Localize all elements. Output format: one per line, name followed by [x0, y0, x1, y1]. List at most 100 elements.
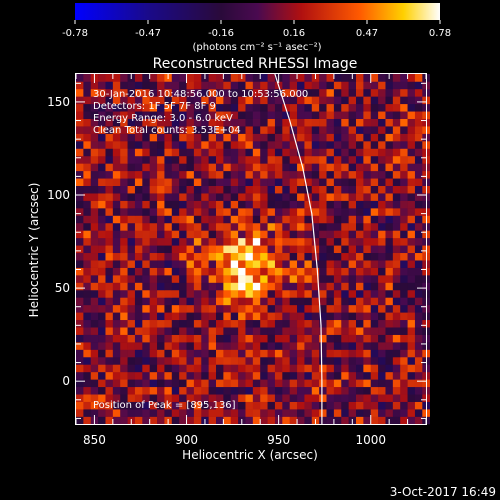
heatmap-cell: [260, 237, 268, 246]
heatmap-cell: [414, 185, 423, 194]
heatmap-cell: [134, 208, 143, 216]
heatmap-cell: [245, 401, 254, 410]
heatmap-cell: [208, 230, 217, 239]
heatmap-cell: [149, 148, 158, 157]
heatmap-cell: [201, 118, 209, 127]
heatmap-cell: [142, 193, 150, 201]
heatmap-cell: [297, 282, 305, 291]
heatmap-cell: [186, 275, 195, 283]
heatmap-cell: [385, 230, 394, 239]
heatmap-cell: [142, 208, 150, 216]
heatmap-cell: [297, 126, 305, 134]
heatmap-cell: [98, 416, 106, 425]
heatmap-cell: [304, 260, 313, 268]
heatmap-cell: [407, 282, 416, 291]
heatmap-cell: [326, 222, 335, 231]
heatmap-cell: [149, 222, 158, 231]
heatmap-cell: [289, 88, 298, 97]
heatmap-cell: [90, 394, 99, 402]
heatmap-cell: [356, 416, 364, 425]
heatmap-cell: [326, 379, 335, 388]
heatmap-cell: [157, 222, 165, 231]
heatmap-cell: [363, 237, 372, 246]
heatmap-cell: [407, 371, 416, 380]
heatmap-cell: [304, 252, 313, 261]
info-line-energy: Energy Range: 3.0 - 6.0 keV: [93, 113, 233, 124]
heatmap-cell: [341, 289, 349, 298]
heatmap-cell: [289, 289, 298, 298]
heatmap-cell: [164, 371, 173, 380]
heatmap-cell: [149, 245, 158, 254]
heatmap-cell: [186, 267, 195, 276]
heatmap-cell: [297, 193, 305, 201]
heatmap-cell: [186, 96, 195, 105]
heatmap-cell: [356, 88, 364, 97]
heatmap-cell: [171, 289, 180, 298]
heatmap-cell: [414, 364, 423, 373]
heatmap-cell: [193, 334, 202, 343]
heatmap-cell: [186, 386, 195, 395]
heatmap-cell: [90, 319, 99, 328]
heatmap-cell: [333, 118, 342, 127]
heatmap-cell: [127, 141, 136, 149]
heatmap-cell: [134, 96, 143, 105]
heatmap-cell: [83, 275, 92, 283]
heatmap-cell: [282, 289, 290, 298]
heatmap-cell: [98, 386, 106, 395]
heatmap-cell: [370, 148, 379, 157]
heatmap-cell: [149, 237, 158, 246]
heatmap-cell: [400, 170, 408, 179]
heatmap-cell: [319, 319, 327, 328]
heatmap-cell: [282, 185, 290, 194]
heatmap-cell: [171, 416, 180, 425]
heatmap-cell: [414, 88, 423, 97]
heatmap-cell: [193, 74, 202, 82]
heatmap-cell: [356, 126, 364, 134]
heatmap-cell: [363, 155, 372, 164]
heatmap-cell: [356, 327, 364, 335]
heatmap-cell: [407, 267, 416, 276]
heatmap-cell: [260, 260, 268, 268]
heatmap-cell: [319, 409, 327, 417]
heatmap-cell: [186, 88, 195, 97]
heatmap-cell: [326, 88, 335, 97]
heatmap-cell: [252, 185, 261, 194]
heatmap-cell: [348, 148, 357, 157]
heatmap-cell: [76, 200, 84, 209]
heatmap-cell: [333, 282, 342, 291]
heatmap-cell: [311, 81, 320, 90]
heatmap-cell: [274, 394, 283, 402]
heatmap-cell: [370, 96, 379, 105]
heatmap-cell: [193, 103, 202, 112]
heatmap-cell: [289, 364, 298, 373]
heatmap-cell: [76, 334, 84, 343]
heatmap-cell: [90, 356, 99, 365]
heatmap-cell: [171, 141, 180, 149]
heatmap-cell: [392, 118, 401, 127]
heatmap-cell: [400, 81, 408, 90]
heatmap-cell: [363, 252, 372, 261]
heatmap-cell: [98, 200, 106, 209]
heatmap-cell: [112, 409, 121, 417]
heatmap-cell: [245, 215, 254, 224]
heatmap-cell: [392, 319, 401, 328]
heatmap-cell: [400, 386, 408, 395]
heatmap-cell: [326, 364, 335, 373]
heatmap-cell: [171, 185, 180, 194]
heatmap-cell: [83, 416, 92, 425]
heatmap-cell: [274, 126, 283, 134]
heatmap-cell: [127, 81, 136, 90]
heatmap-cell: [164, 185, 173, 194]
heatmap-cell: [341, 155, 349, 164]
heatmap-cell: [157, 118, 165, 127]
heatmap-cell: [304, 312, 313, 321]
heatmap-cell: [216, 178, 224, 187]
heatmap-cell: [149, 394, 158, 402]
heatmap-cell: [245, 230, 254, 239]
heatmap-cell: [304, 386, 313, 395]
heatmap-cell: [289, 371, 298, 380]
heatmap-cell: [319, 200, 327, 209]
heatmap-cell: [378, 185, 386, 194]
heatmap-cell: [400, 319, 408, 328]
heatmap-cell: [252, 312, 261, 321]
